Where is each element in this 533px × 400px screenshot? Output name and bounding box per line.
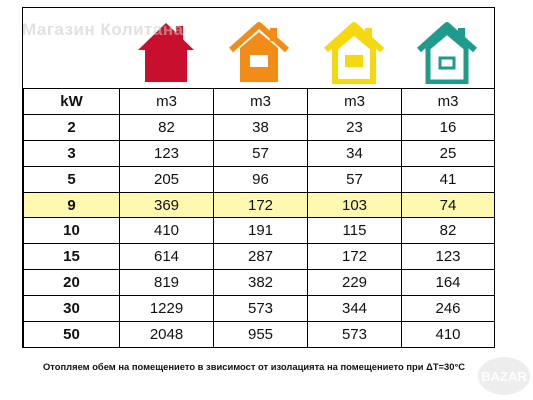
cell-value: 25 (401, 139, 495, 167)
cell-value: 16 (401, 113, 495, 141)
cell-value: 191 (213, 217, 308, 245)
house-red-icon (138, 23, 194, 82)
cell-value: 172 (307, 243, 402, 271)
table-row: 30 1229 573 344 246 (23, 295, 495, 323)
table-row: 10 410 191 115 82 (23, 217, 495, 245)
cell-value: 410 (119, 217, 214, 245)
cell-kw: 9 (23, 191, 120, 219)
badge-text: BAZAR (481, 369, 527, 384)
header-m3: m3 (307, 88, 402, 115)
table-row: 5 205 96 57 41 (23, 165, 495, 193)
house-icons-row (23, 8, 494, 88)
heating-volume-table: kW m3 m3 m3 m3 2 82 38 23 16 3 123 57 34… (23, 88, 495, 348)
house-teal-icon (417, 22, 477, 84)
cell-value: 573 (213, 295, 308, 323)
cell-value: 229 (307, 269, 402, 297)
cell-kw: 2 (23, 113, 120, 141)
cell-kw: 30 (23, 295, 120, 323)
cell-kw: 10 (23, 217, 120, 245)
table-row: 3 123 57 34 25 (23, 139, 495, 167)
shop-watermark: Магазин Колитана (22, 20, 184, 39)
cell-kw: 5 (23, 165, 120, 193)
header-m3: m3 (401, 88, 495, 115)
table-caption: Отопляем обем на помещението в звисимост… (43, 361, 465, 372)
table-row: 20 819 382 229 164 (23, 269, 495, 297)
cell-value: 246 (401, 295, 495, 323)
table-row: 15 614 287 172 123 (23, 243, 495, 271)
cell-value: 819 (119, 269, 214, 297)
cell-value: 164 (401, 269, 495, 297)
cell-value: 23 (307, 113, 402, 141)
house-orange-icon (229, 22, 289, 82)
header-kw: kW (23, 88, 120, 115)
bazar-badge-logo: BAZAR (478, 357, 530, 395)
cell-value: 172 (213, 191, 308, 219)
house-yellow-icon (324, 22, 384, 84)
header-m3: m3 (119, 88, 214, 115)
table-row-highlighted: 9 369 172 103 74 (23, 191, 495, 219)
cell-value: 1229 (119, 295, 214, 323)
cell-value: 344 (307, 295, 402, 323)
cell-value: 41 (401, 165, 495, 193)
cell-value: 38 (213, 113, 308, 141)
table-row: 50 2048 955 573 410 (23, 321, 495, 348)
cell-value: 96 (213, 165, 308, 193)
cell-value: 115 (307, 217, 402, 245)
table-header-row: kW m3 m3 m3 m3 (23, 88, 495, 115)
cell-value: 287 (213, 243, 308, 271)
cell-value: 74 (401, 191, 495, 219)
cell-value: 103 (307, 191, 402, 219)
table-row: 2 82 38 23 16 (23, 113, 495, 141)
cell-value: 57 (213, 139, 308, 167)
cell-value: 57 (307, 165, 402, 193)
cell-value: 382 (213, 269, 308, 297)
cell-value: 82 (401, 217, 495, 245)
cell-value: 955 (213, 321, 308, 348)
cell-kw: 20 (23, 269, 120, 297)
cell-kw: 15 (23, 243, 120, 271)
cell-value: 2048 (119, 321, 214, 348)
cell-kw: 3 (23, 139, 120, 167)
cell-value: 82 (119, 113, 214, 141)
cell-value: 205 (119, 165, 214, 193)
cell-value: 410 (401, 321, 495, 348)
cell-value: 123 (401, 243, 495, 271)
cell-value: 573 (307, 321, 402, 348)
cell-value: 369 (119, 191, 214, 219)
table-frame: kW m3 m3 m3 m3 2 82 38 23 16 3 123 57 34… (22, 7, 495, 348)
cell-value: 123 (119, 139, 214, 167)
cell-value: 614 (119, 243, 214, 271)
cell-kw: 50 (23, 321, 120, 348)
cell-value: 34 (307, 139, 402, 167)
header-m3: m3 (213, 88, 308, 115)
